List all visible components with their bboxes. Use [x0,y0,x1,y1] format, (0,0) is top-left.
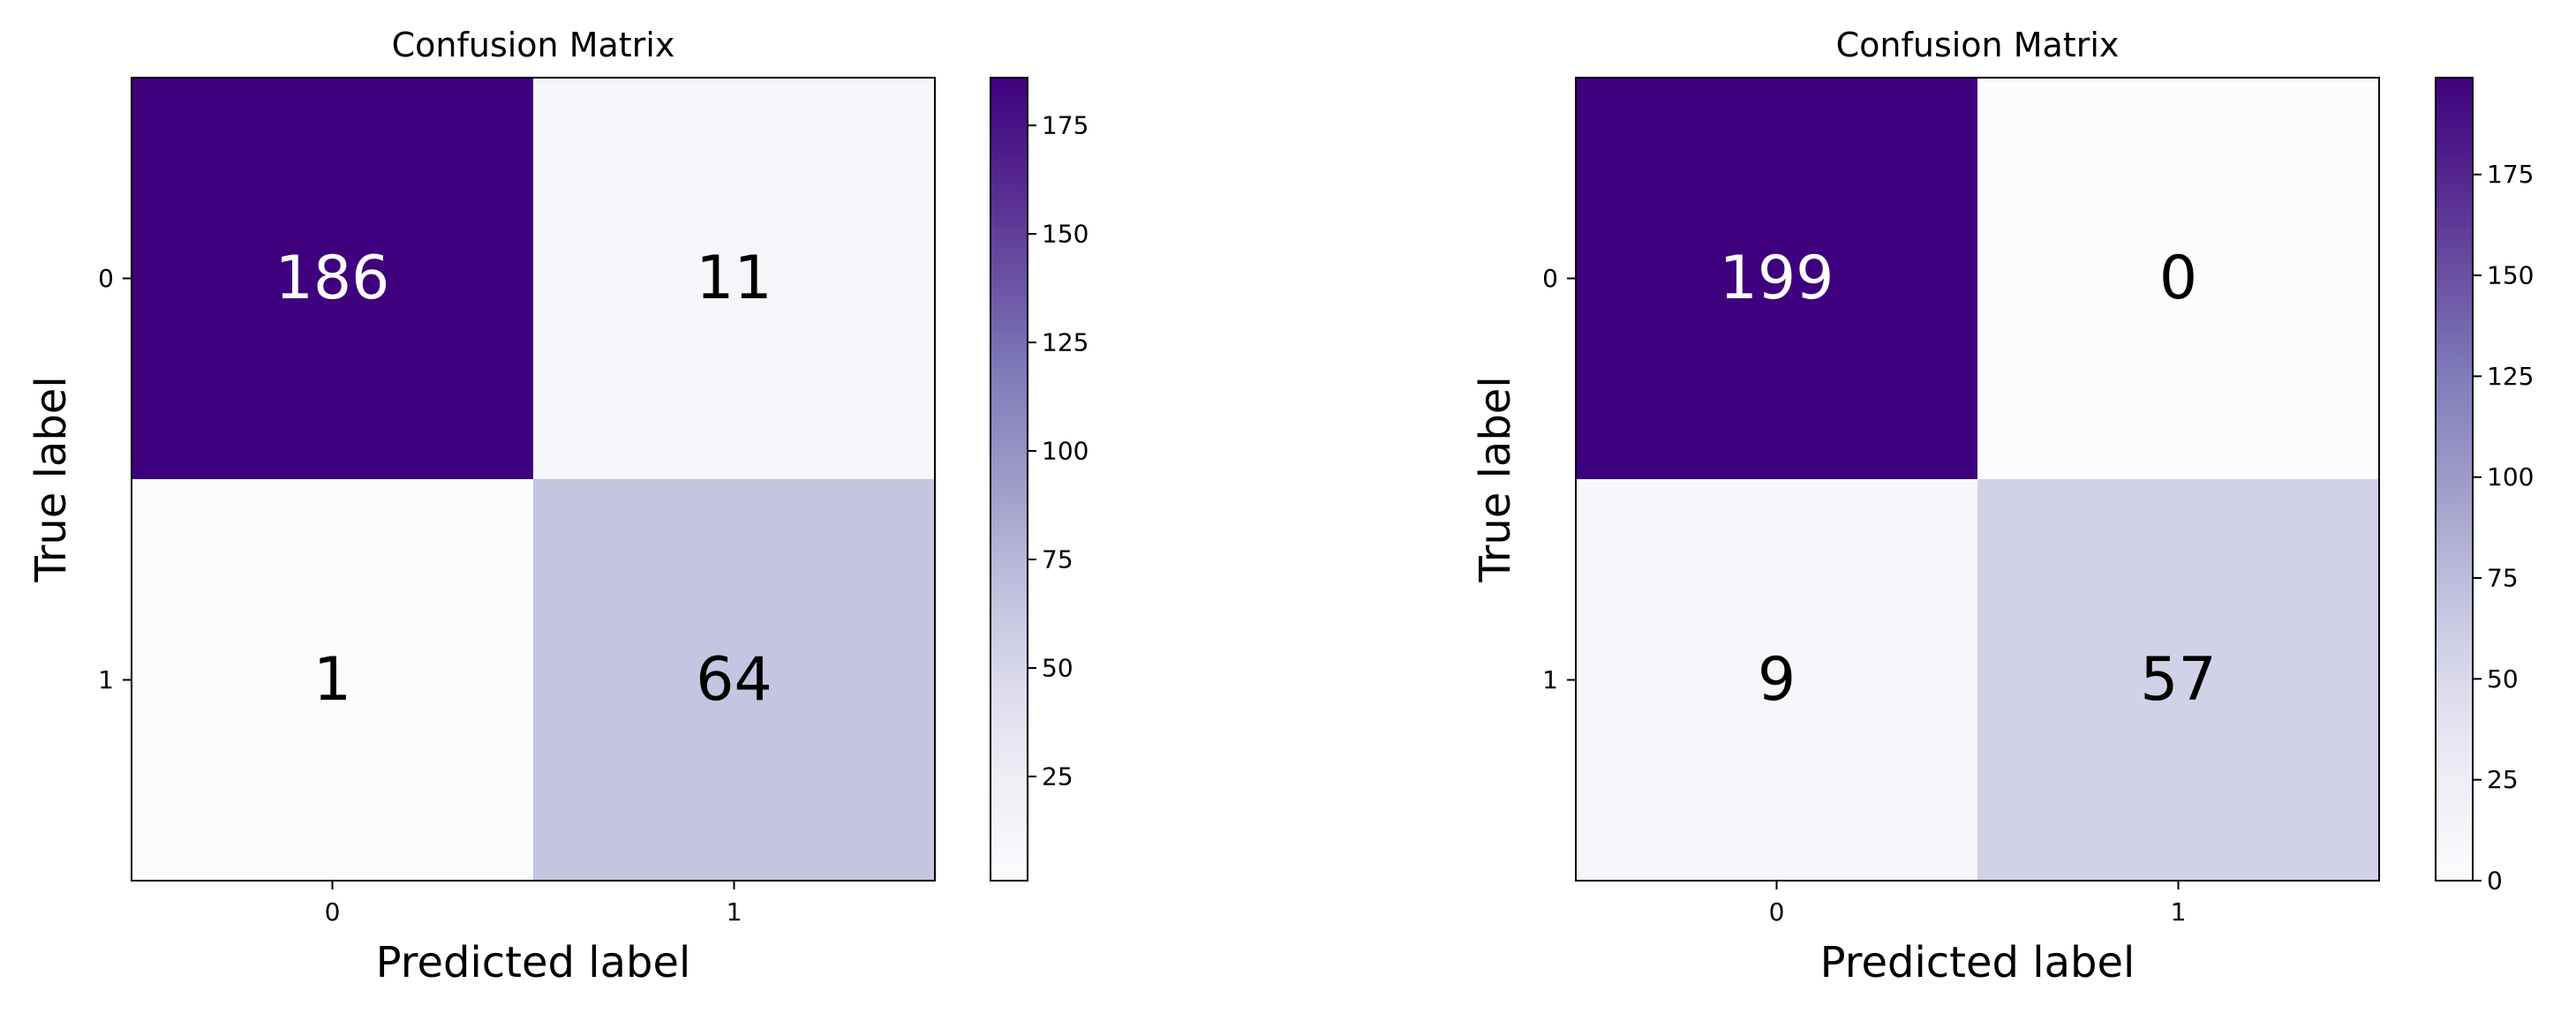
cell-value-label: 0 [2159,244,2197,313]
plot-frame [1575,77,2380,882]
x-tick-label: 0 [325,897,341,927]
confusion-matrix-panel-1: Confusion Matrix 186 111 64 0 101 True labe… [26,26,1088,987]
colorbar-tick-label: 150 [1042,220,1088,249]
heatmap-cell [1576,78,1977,479]
colorbar-tick-label: 25 [1042,762,1073,791]
colorbar-tick-label: 125 [2487,362,2534,391]
colorbar-tick-label: 100 [1042,437,1088,466]
cell-value-label: 186 [275,244,390,313]
y-tick-label: 0 [98,264,114,293]
cell-value-label: 57 [2140,645,2217,715]
heatmap-cell [533,479,935,881]
colorbar-gradient [990,77,1028,882]
axis-ticks: 0 1 0 1 [98,264,742,927]
colorbar-tick-label: 175 [1042,111,1088,140]
heatmap-cells [132,78,935,881]
colorbar-tick-label: 100 [2487,462,2534,491]
colorbar-tick-label: 150 [2487,261,2534,290]
heatmap-cell [132,78,533,479]
y-axis-label: True label [1471,376,1520,582]
colorbar-gradient [2435,77,2474,882]
colorbar: 0 25 50 75 100 125 150 175 [2435,77,2534,896]
colorbar-tick-label: 125 [1042,328,1088,357]
chart-title: Confusion Matrix [392,26,675,64]
heatmap-cell [1977,78,2379,479]
colorbar: 25 50 75 100 125 150 175 [990,77,1088,882]
y-axis-label: True label [26,376,76,582]
heatmap-cells [1576,78,2379,881]
colorbar-tick-label: 50 [1042,653,1073,682]
confusion-matrix-panel-2: Confusion Matrix 199 0 9 57 0 1 0 1 True label… [1471,26,2534,987]
cell-value-label: 64 [696,645,772,715]
cell-value-labels: 186 111 64 [275,244,772,715]
cell-value-labels: 199 0 9 57 [1720,244,2217,715]
colorbar-tick-label: 0 [2487,867,2503,896]
x-tick-label: 1 [727,897,742,927]
cell-value-label: 1 [313,645,351,715]
colorbar-tick-label: 50 [2487,664,2519,694]
y-tick-label: 1 [98,665,114,694]
plot-frame [131,77,936,882]
heatmap-cell [1977,479,2379,881]
cell-value-label: 9 [1758,645,1796,715]
x-tick-label: 1 [2171,897,2187,927]
heatmap-cell [533,78,935,479]
cell-value-label: 199 [1720,244,1834,313]
heatmap-cell [132,479,533,881]
colorbar-tick-label: 75 [1042,545,1073,574]
colorbar-tick-label: 75 [2487,564,2519,593]
x-axis-label: Predicted label [376,938,691,987]
x-axis-label: Predicted label [1820,938,2135,987]
y-tick-label: 1 [1542,665,1558,694]
x-tick-label: 0 [1769,897,1785,927]
axis-ticks: 0 1 0 1 [1542,264,2186,927]
heatmap-cell [1576,479,1977,881]
cell-value-label: 11 [696,244,772,313]
colorbar-tick-label: 175 [2487,160,2534,189]
y-tick-label: 0 [1542,264,1558,293]
colorbar-tick-label: 25 [2487,765,2519,794]
chart-title: Confusion Matrix [1836,26,2120,64]
